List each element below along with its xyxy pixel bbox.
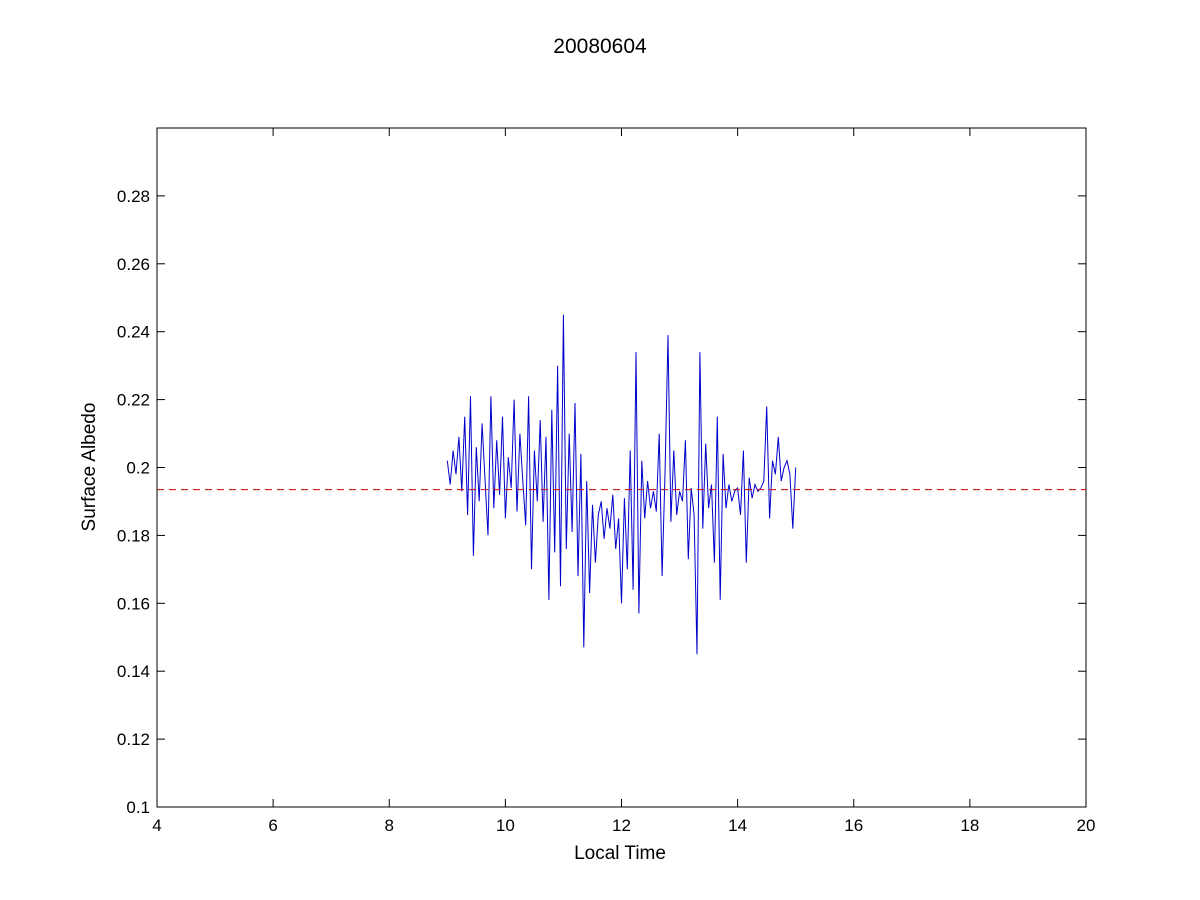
x-tick-label: 8: [385, 816, 394, 835]
chart-title: 20080604: [553, 35, 647, 58]
x-axis-label: Local Time: [574, 843, 666, 864]
y-tick-label: 0.18: [117, 526, 150, 545]
y-tick-labels: 0.1 0.12 0.14 0.16 0.18 0.2 0.22 0.24 0.26 0.28: [117, 187, 150, 817]
x-tick-label: 18: [960, 816, 979, 835]
y-axis-label: Surface Albedo: [79, 403, 100, 532]
plot-area: [156, 127, 1087, 808]
y-tick-label: 0.24: [117, 323, 150, 342]
y-tick-label: 0.14: [117, 662, 150, 681]
x-tick-label: 14: [728, 816, 747, 835]
y-tick-label: 0.2: [126, 459, 150, 478]
x-tick-label: 12: [612, 816, 631, 835]
y-tick-label: 0.16: [117, 594, 150, 613]
y-tick-label: 0.12: [117, 730, 150, 749]
x-tick-label: 20: [1077, 816, 1096, 835]
plot-frame: [156, 127, 1087, 808]
albedo-series-line: [446, 314, 797, 655]
series-layer: [157, 314, 1086, 655]
x-tick-label: 16: [844, 816, 863, 835]
x-tick-label: 4: [152, 816, 161, 835]
axis-ticks: [156, 128, 1087, 808]
y-tick-label: 0.26: [117, 255, 150, 274]
x-tick-label: 6: [268, 816, 277, 835]
y-tick-label: 0.1: [126, 798, 150, 817]
x-tick-labels: 4 6 8 10 12 14 16 18 20: [152, 816, 1095, 835]
y-tick-label: 0.28: [117, 187, 150, 206]
y-tick-label: 0.22: [117, 391, 150, 410]
x-tick-label: 10: [496, 816, 515, 835]
